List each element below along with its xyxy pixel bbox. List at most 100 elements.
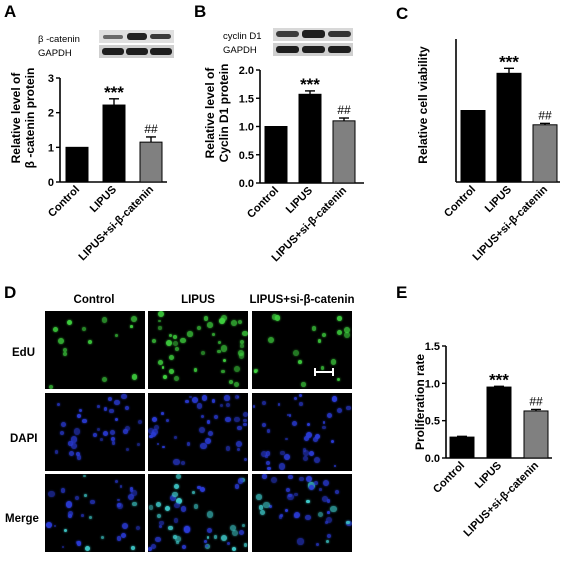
row-title-edu: EdU <box>12 347 35 359</box>
cell-nucleus <box>219 403 224 408</box>
chart-e-category-label: LIPUS+si-β-catenin <box>462 459 542 539</box>
cell-nucleus <box>217 349 221 354</box>
cell-nucleus <box>77 413 82 418</box>
cell-nucleus <box>313 457 320 464</box>
cell-nucleus <box>297 360 302 365</box>
cell-nucleus <box>315 542 320 547</box>
cell-nucleus <box>54 450 59 454</box>
cell-nucleus <box>183 526 190 533</box>
chart-a-significance-label: ## <box>144 122 158 136</box>
micrograph-merge-lipus-si <box>252 474 352 552</box>
chart-c: Relative cell viability Control *** LIPUS #… <box>416 39 560 263</box>
cell-nucleus <box>135 525 140 530</box>
cell-nucleus <box>168 369 174 374</box>
cell-nucleus <box>70 443 77 450</box>
chart-b-bar <box>298 93 322 184</box>
cell-nucleus <box>93 433 98 437</box>
cell-nucleus <box>189 395 192 399</box>
cell-nucleus <box>201 395 208 401</box>
cell-nucleus <box>225 403 231 408</box>
cell-nucleus <box>204 544 208 548</box>
cell-nucleus <box>244 457 248 462</box>
cell-nucleus <box>270 476 277 483</box>
cell-nucleus <box>322 480 330 487</box>
panel-letter-a: A <box>4 2 17 21</box>
chart-a-ylabel-line1: Relative level of <box>9 72 23 164</box>
cell-nucleus <box>334 489 339 494</box>
cell-nucleus <box>68 450 74 456</box>
cell-nucleus <box>229 524 236 532</box>
cell-nucleus <box>83 474 87 478</box>
cell-nucleus <box>52 327 59 333</box>
cell-nucleus <box>206 419 211 424</box>
cell-nucleus <box>254 370 258 374</box>
chart-a-bar <box>139 141 163 183</box>
chart-e-significance-label: *** <box>489 370 509 389</box>
cell-nucleus <box>172 334 177 339</box>
cell-nucleus <box>48 384 53 389</box>
cell-nucleus <box>137 420 142 425</box>
cell-nucleus <box>219 317 226 324</box>
cell-nucleus <box>84 545 91 552</box>
chart-b: Relative level of Cyclin D1 protein 0.0 0… <box>203 64 364 264</box>
western-blot-beta-catenin <box>99 30 174 43</box>
panel-letter-e: E <box>396 283 408 302</box>
column-title-control: Control <box>73 294 115 306</box>
cell-nucleus <box>167 525 173 531</box>
western-blot-cyclin-d1 <box>273 28 353 41</box>
cell-nucleus <box>233 365 240 372</box>
chart-b-bar <box>332 120 356 184</box>
cell-nucleus <box>103 430 109 436</box>
cell-nucleus <box>125 447 129 451</box>
panel-letter-b: B <box>194 2 207 21</box>
cell-nucleus <box>131 316 138 323</box>
cell-nucleus <box>301 382 306 387</box>
cell-nucleus <box>239 340 244 345</box>
cell-nucleus <box>294 493 298 497</box>
row-title-merge: Merge <box>5 513 39 525</box>
cell-nucleus <box>266 460 270 465</box>
cell-nucleus <box>237 425 243 431</box>
cell-nucleus <box>53 524 57 528</box>
chart-a-ytick-label: 3 <box>48 73 54 85</box>
cell-nucleus <box>241 330 248 337</box>
cell-nucleus <box>325 517 332 524</box>
cell-nucleus <box>293 514 298 519</box>
cell-nucleus <box>287 494 294 501</box>
cell-nucleus <box>168 333 172 337</box>
cell-nucleus <box>221 369 225 374</box>
chart-c-ylabel-line1: Relative cell viability <box>416 46 430 164</box>
chart-b-ylabel-line2: Cyclin D1 protein <box>217 64 231 163</box>
cell-nucleus <box>227 541 231 546</box>
cell-nucleus <box>122 522 129 530</box>
cell-nucleus <box>325 540 329 544</box>
cell-nucleus <box>175 474 181 480</box>
cell-nucleus <box>206 527 212 533</box>
cell-nucleus <box>125 405 130 411</box>
cell-nucleus <box>71 436 78 443</box>
cell-nucleus <box>148 504 154 510</box>
cell-nucleus <box>192 396 198 403</box>
cell-nucleus <box>327 510 331 514</box>
cell-nucleus <box>272 314 278 320</box>
chart-a-bar <box>102 104 126 183</box>
cell-nucleus <box>111 437 115 442</box>
micrograph-dapi-lipus-si <box>252 393 352 471</box>
cell-nucleus <box>237 478 244 485</box>
column-title-lipus-si: LIPUS+si-β-catenin <box>249 294 355 306</box>
cell-nucleus <box>213 415 218 420</box>
cell-nucleus <box>319 488 322 491</box>
cell-nucleus <box>293 396 298 401</box>
chart-e-ytick-label: 0.5 <box>425 416 440 428</box>
chart-a-plot: 0 1 2 3 Control *** LIPUS ## LIPUS+si-β-catenin <box>46 73 167 263</box>
chart-e-plot: 0.0 0.5 1.0 1.5 Control *** LIPUS ## LIPUS+si-β-… <box>425 341 552 539</box>
cell-nucleus <box>256 494 262 500</box>
cell-nucleus <box>308 450 315 457</box>
cell-nucleus <box>174 375 180 381</box>
cell-nucleus <box>261 401 266 406</box>
cell-nucleus <box>333 464 337 468</box>
cell-nucleus <box>262 474 267 479</box>
cell-nucleus <box>204 437 211 444</box>
cell-nucleus <box>125 425 131 431</box>
cell-nucleus <box>199 427 206 434</box>
